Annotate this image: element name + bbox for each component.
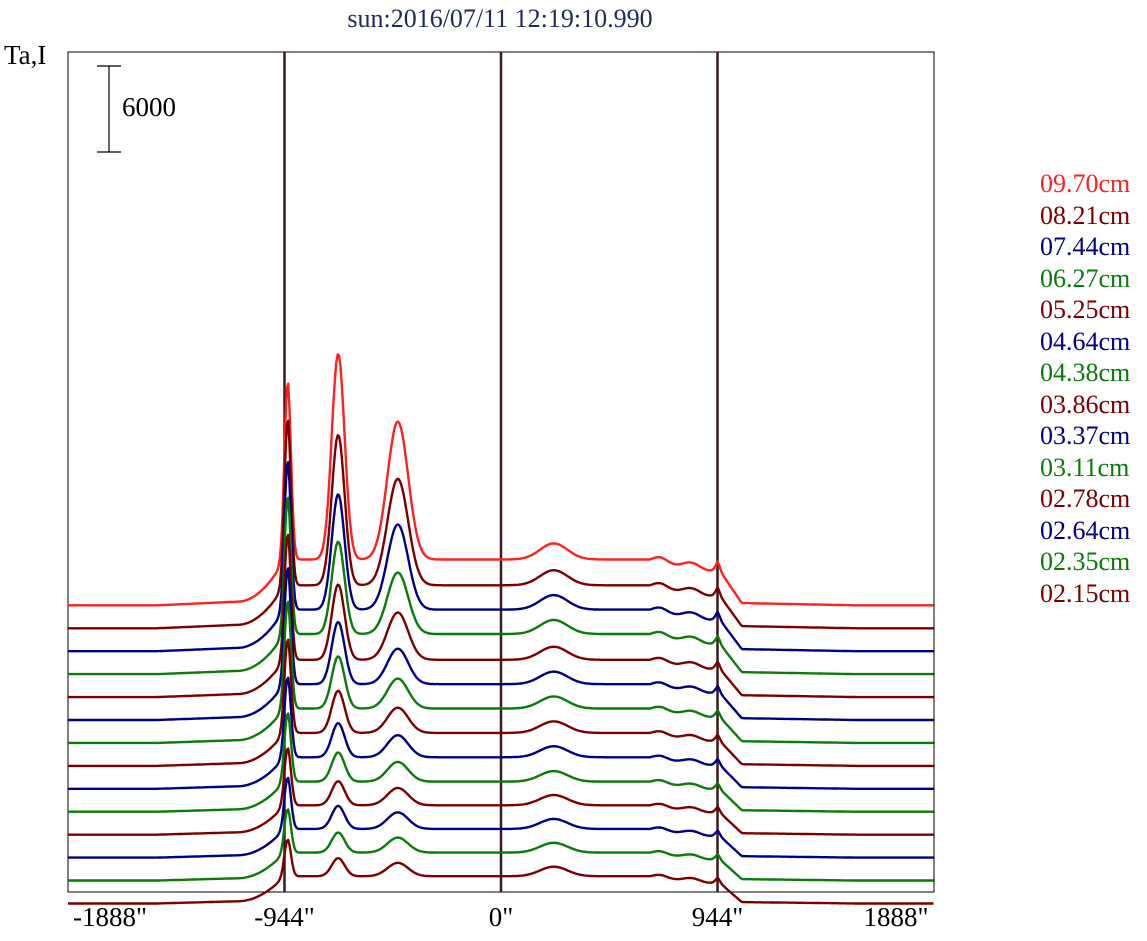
x-tick-label: 0" <box>488 902 514 932</box>
x-tick-label: -944" <box>254 902 315 932</box>
legend-entry: 09.70cm <box>1040 169 1131 198</box>
series-line-02.35cm <box>68 808 934 882</box>
series-line-02.78cm <box>68 747 934 836</box>
series-line-04.64cm <box>68 567 934 722</box>
chart-title: sun:2016/07/11 12:19:10.990 <box>347 4 653 33</box>
legend-entry: 03.11cm <box>1040 452 1130 482</box>
legend-entry: 04.38cm <box>1040 358 1131 387</box>
series-line-02.64cm <box>68 776 934 859</box>
x-tick-label: -1888" <box>72 902 148 932</box>
series-line-05.25cm <box>68 533 934 699</box>
x-tick-label: 944" <box>691 902 744 932</box>
legend: 09.70cm 08.21cm 07.44cm 06.27cm 05.25cm … <box>1040 168 1130 609</box>
legend-entry: 07.44cm <box>1040 232 1131 261</box>
series-line-08.21cm <box>68 419 934 630</box>
y-axis-label: Ta,I <box>4 40 47 70</box>
legend-entry: 03.86cm <box>1040 389 1131 419</box>
legend-entry: 02.15cm <box>1040 578 1131 608</box>
series-line-04.38cm <box>68 600 934 745</box>
series-line-03.37cm <box>68 676 934 790</box>
legend-entry: 06.27cm <box>1040 263 1131 293</box>
legend-entry: 08.21cm <box>1040 200 1131 230</box>
series-line-07.44cm <box>68 460 934 653</box>
legend-entry: 03.37cm <box>1040 421 1131 450</box>
x-tick-label: 1888" <box>863 902 929 932</box>
series-line-09.70cm <box>68 353 934 607</box>
series-line-06.27cm <box>68 496 934 676</box>
legend-entry: 04.64cm <box>1040 326 1131 356</box>
legend-entry: 02.35cm <box>1040 547 1131 576</box>
legend-entry: 02.78cm <box>1040 484 1131 513</box>
series-line-02.15cm <box>68 838 934 905</box>
series-line-03.86cm <box>68 638 934 768</box>
scale-bar-label: 6000 <box>122 92 176 122</box>
legend-entry: 05.25cm <box>1040 295 1131 324</box>
series-line-03.11cm <box>68 712 934 813</box>
legend-entry: 02.64cm <box>1040 515 1131 545</box>
